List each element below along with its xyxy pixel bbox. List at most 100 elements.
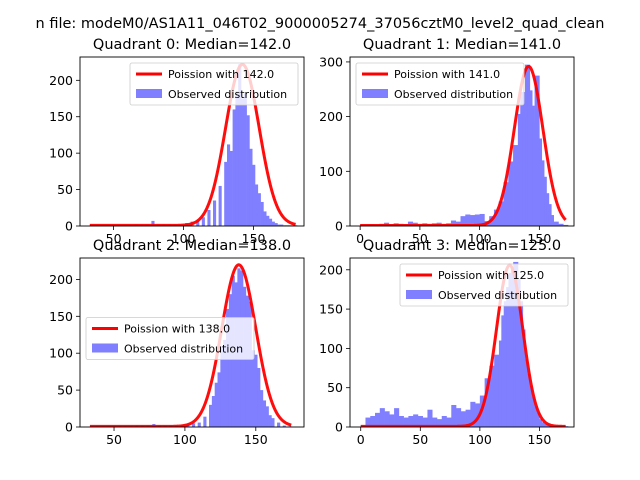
hist-bar	[260, 390, 264, 427]
x-tick-label: 50	[106, 231, 122, 246]
hist-bar	[475, 403, 481, 427]
hist-bar	[548, 215, 554, 226]
hist-bar	[446, 417, 452, 427]
hist-bar	[213, 200, 217, 226]
poisson-curve	[89, 263, 293, 427]
hist-bar	[503, 182, 509, 226]
x-tick-label: 150	[528, 432, 552, 447]
y-tick-label: 50	[327, 380, 343, 395]
hist-bar	[465, 409, 471, 427]
hist-bar	[456, 408, 462, 427]
y-tick-label: 150	[49, 309, 73, 324]
hist-bar	[455, 221, 461, 226]
hist-bar	[218, 185, 222, 226]
chart-panel-3: 0 50 100 150 0 50 100 150 200 Quadrant 3: Median=…	[319, 238, 575, 447]
hist-bar	[470, 401, 476, 427]
hist-bar	[370, 415, 376, 427]
x-tick-label: 0	[356, 231, 364, 246]
y-tick-label: 50	[57, 383, 73, 398]
hist-bar	[217, 372, 221, 427]
hist-bar	[422, 417, 428, 427]
hist-bar	[408, 415, 414, 427]
hist-bar	[398, 415, 404, 427]
hist-bar	[489, 365, 495, 427]
legend: Poission with 125.0 Observed distribution	[399, 263, 569, 307]
hist-bar	[207, 209, 211, 226]
hist-bar	[508, 161, 514, 226]
chart-title: Quadrant 1: Median=141.0	[363, 37, 561, 53]
legend-swatch-hist	[406, 290, 432, 299]
x-tick-label: 0	[357, 432, 365, 447]
x-tick-label: 150	[244, 432, 268, 447]
legend-box	[399, 263, 569, 307]
hist-bar	[563, 224, 569, 226]
poisson-curve	[88, 62, 297, 226]
hist-bar	[248, 301, 252, 427]
legend-label-curve: Poission with 125.0	[438, 269, 544, 282]
hist-bar	[220, 345, 224, 427]
hist-bar	[417, 415, 423, 427]
hist-bar	[436, 419, 443, 427]
chart-panel-1: 0 50 100 150 0 100 200 300 Quadrant 1: Median=14…	[319, 37, 575, 246]
hist-bar	[243, 93, 247, 226]
legend: Poission with 138.0 Observed distribution	[85, 317, 255, 360]
hist-bar	[224, 161, 228, 226]
hist-bar	[365, 417, 371, 427]
hist-bar	[432, 417, 438, 427]
legend-swatch-hist	[136, 89, 162, 98]
hist-bar	[263, 211, 267, 226]
hist-bar	[223, 339, 227, 427]
plot-area	[88, 62, 298, 226]
y-tick-label: 150	[49, 109, 73, 124]
hist-bar	[257, 367, 261, 427]
chart-panel-2: 50 100 150 0 50 100 150 200 Quadrant 2: Median=1…	[49, 238, 305, 447]
hist-bar	[241, 98, 245, 226]
hist-bar	[192, 423, 196, 427]
figure-suptitle: n file: modeM0/AS1A11_046T02_9000005274_…	[36, 16, 605, 32]
hist-bar	[277, 422, 281, 427]
hist-bar	[235, 91, 239, 226]
hist-bar	[470, 215, 476, 226]
hist-bar	[407, 221, 414, 226]
hist-bar	[249, 148, 253, 226]
x-tick-label: 150	[242, 231, 266, 246]
hist-bar	[271, 221, 275, 226]
y-tick-label: 200	[49, 272, 73, 287]
hist-bar	[384, 411, 390, 427]
hist-bar	[389, 414, 395, 427]
hist-bar	[479, 213, 485, 226]
hist-bar	[450, 220, 457, 226]
y-tick-label: 100	[319, 164, 343, 179]
hist-bar	[441, 415, 447, 427]
hist-bar	[460, 411, 466, 427]
chart-title: Quadrant 2: Median=138.0	[93, 238, 291, 254]
panels: 50 100 150 0 50 100 150 200 Quadrant 0: Median=1…	[49, 37, 575, 447]
hist-bar	[226, 308, 230, 427]
axes-frame	[349, 257, 575, 428]
hist-bar	[544, 423, 550, 427]
hist-bar	[474, 214, 480, 226]
hist-bar	[228, 294, 232, 427]
hist-bar	[558, 223, 564, 226]
x-tick-label: 50	[412, 231, 428, 246]
y-tick-label: 100	[49, 346, 73, 361]
y-tick-label: 50	[57, 182, 73, 197]
hist-bar	[252, 164, 256, 226]
hist-bar	[460, 216, 466, 226]
hist-bar	[280, 224, 284, 226]
hist-bar	[539, 422, 545, 427]
legend-swatch-hist	[362, 89, 388, 98]
axes-frame	[349, 56, 575, 227]
y-tick-label: 300	[319, 54, 343, 69]
y-tick-label: 200	[49, 73, 73, 88]
y-tick-label: 0	[335, 219, 343, 234]
hist-bar	[282, 425, 286, 427]
y-tick-label: 200	[319, 262, 343, 277]
x-tick-label: 100	[468, 231, 492, 246]
hist-bar	[484, 378, 490, 427]
chart-title: Quadrant 0: Median=142.0	[93, 37, 291, 53]
hist-bar	[254, 354, 258, 427]
legend-swatch-hist	[92, 343, 118, 353]
legend-box	[85, 317, 255, 360]
